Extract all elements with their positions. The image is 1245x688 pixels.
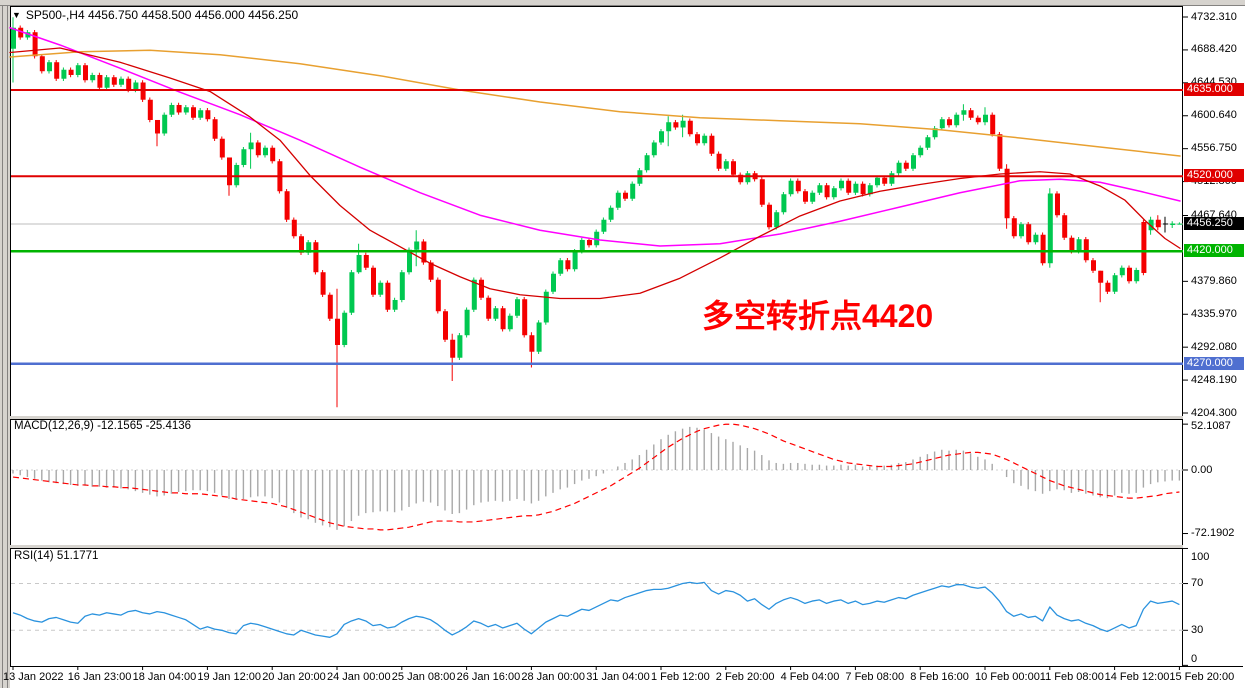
panel-splitter-rsi[interactable]	[10, 545, 1183, 548]
window-top-border	[0, 0, 1245, 6]
panel-splitter-macd[interactable]	[10, 416, 1183, 419]
window-left-border	[0, 0, 10, 688]
